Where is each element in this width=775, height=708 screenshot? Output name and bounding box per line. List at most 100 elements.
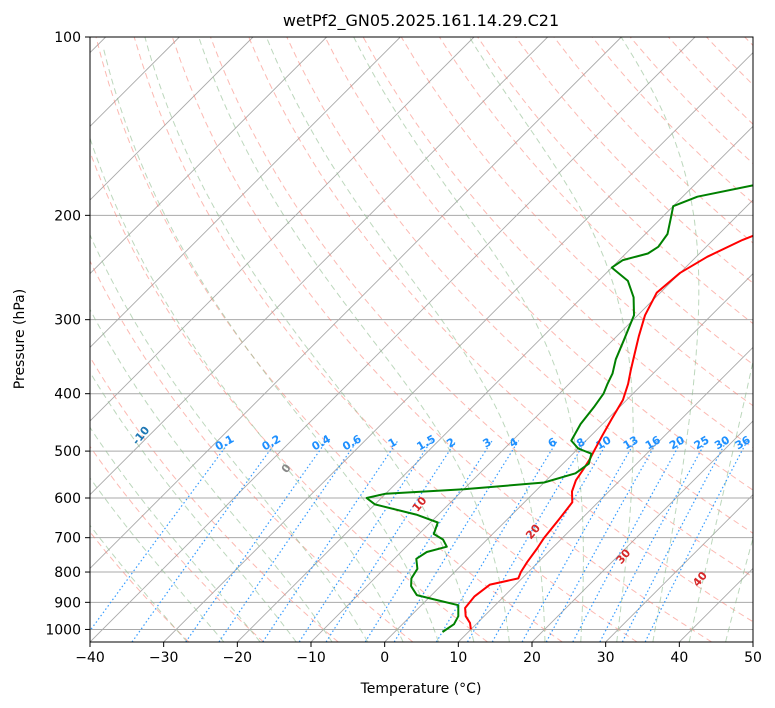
- y-tick-label: 1000: [45, 622, 81, 638]
- temperature-line: [464, 234, 753, 630]
- dry-adiabat: [90, 150, 488, 642]
- y-tick-label: 200: [54, 208, 81, 224]
- dry-adiabat: [90, 445, 264, 642]
- mixing-ratio-label: 4: [507, 435, 520, 450]
- mixing-ratio-label: 1.5: [414, 432, 437, 453]
- mixing-ratio-label: 0.2: [260, 432, 283, 453]
- y-tick-label: 900: [54, 595, 81, 611]
- isotherm-line: [90, 37, 254, 201]
- mixing-ratio-line: [621, 440, 728, 642]
- isotherm-line: [310, 199, 753, 642]
- mixing-ratio-line: [521, 440, 637, 642]
- mixing-ratio-label: 30: [712, 433, 732, 452]
- mixing-ratio-label: 0.1: [213, 432, 236, 453]
- mixing-ratio-line: [262, 440, 399, 642]
- dry-adiabat: [324, 37, 753, 491]
- mixing-ratio-label: 1: [386, 435, 399, 450]
- mixing-ratio-label: 2: [444, 435, 457, 450]
- mixing-ratio-line: [435, 440, 558, 642]
- x-tick-label: −30: [149, 650, 179, 666]
- x-tick-label: −20: [223, 650, 253, 666]
- mixing-ratio-line: [131, 440, 278, 642]
- chart-title: wetPf2_GN05.2025.161.14.29.C21: [283, 11, 559, 31]
- mixing-ratio-line: [466, 440, 587, 642]
- isotherm-line: [90, 37, 622, 569]
- x-axis-label: Temperature (°C): [360, 681, 482, 697]
- y-tick-label: 300: [54, 313, 81, 329]
- x-tick-label: 0: [380, 650, 389, 666]
- x-tick-label: −40: [75, 650, 105, 666]
- mixing-ratio-label: 13: [621, 433, 641, 452]
- isotherm-line: [90, 37, 475, 422]
- y-tick-label: 800: [54, 565, 81, 581]
- isotherm-line: [458, 346, 753, 642]
- mixing-ratio-label: 6: [546, 435, 559, 450]
- dry-adiabat: [515, 37, 753, 284]
- mixing-ratio-label: 20: [667, 433, 687, 452]
- moist-adiabat-label: 20: [523, 521, 543, 541]
- dry-adiabat: [133, 37, 638, 642]
- x-axis: −40 −30 −20 −10 0 10 20 30 40 50: [75, 642, 762, 666]
- y-tick-label: 500: [54, 444, 81, 460]
- isotherm-line: [679, 567, 753, 642]
- dry-adiabat: [248, 37, 753, 578]
- plot-frame: [89, 36, 754, 643]
- moist-adiabat: [725, 536, 753, 642]
- x-tick-label: 50: [744, 650, 762, 666]
- moist-adiabat-label: 10: [410, 494, 430, 514]
- isotherm-line: [90, 37, 401, 348]
- dry-adiabat: [95, 37, 563, 642]
- x-tick-label: 20: [523, 650, 541, 666]
- moist-adiabat: [103, 49, 439, 642]
- moist-adiabat: [90, 426, 261, 642]
- mixing-ratio-line: [545, 440, 659, 642]
- x-tick-label: 30: [597, 650, 615, 666]
- mixing-ratio-line: [185, 440, 328, 642]
- moist-adiabat: [90, 233, 369, 642]
- dry-adiabat: [90, 531, 190, 642]
- y-tick-label: 600: [54, 491, 81, 507]
- isotherm-line: [237, 125, 753, 642]
- moist-adiabat: [620, 37, 700, 642]
- dry-adiabat: [668, 37, 753, 125]
- dewpoint-line: [365, 184, 753, 633]
- x-tick-label: 10: [449, 650, 467, 666]
- mixing-ratio-line: [325, 440, 457, 642]
- annotation-labels: 0.10.20.40.611.52346810131620253036-100-…: [130, 424, 753, 590]
- moist-adiabat: [688, 358, 753, 642]
- moist-adiabat: [90, 136, 404, 642]
- moist-adiabat: [144, 37, 475, 642]
- x-tick-label: −10: [296, 650, 326, 666]
- dry-adiabat: [210, 37, 753, 623]
- mixing-ratio-line: [644, 440, 748, 642]
- mixing-ratio-line: [298, 440, 432, 642]
- isotherm-line: [605, 494, 753, 642]
- mixing-ratio-line: [393, 440, 520, 642]
- y-tick-label: 100: [54, 30, 81, 46]
- moist-adiabat: [265, 37, 546, 642]
- series-layer: [365, 184, 753, 633]
- isotherm-line: [90, 37, 696, 642]
- dry-adiabat-label: -10: [130, 424, 153, 448]
- isotherm-line: [90, 37, 548, 496]
- grid-layer: [90, 37, 753, 642]
- mixing-ratio-label: 0.4: [310, 432, 334, 453]
- mixing-ratio-label: 0.6: [340, 432, 364, 453]
- isotherm-line: [163, 52, 753, 642]
- mixing-ratio-line: [572, 440, 683, 642]
- mixing-ratio-line: [90, 440, 231, 632]
- moist-adiabat-label: 30: [614, 546, 634, 566]
- isotherm-line: [90, 37, 327, 275]
- x-tick-label: 40: [670, 650, 688, 666]
- dry-adiabat: [553, 37, 753, 244]
- y-tick-label: 400: [54, 387, 81, 403]
- moist-adiabat: [90, 308, 333, 642]
- mixing-ratio-label: 10: [594, 433, 614, 452]
- isotherm-line: [752, 641, 753, 642]
- moist-adiabat: [198, 37, 510, 642]
- dry-adiabat: [90, 259, 414, 642]
- y-axis: 100 200 300 400 500 600 700 800 900 1000: [45, 30, 90, 638]
- moist-adiabat: [90, 477, 225, 642]
- isotherm-line: [531, 420, 753, 642]
